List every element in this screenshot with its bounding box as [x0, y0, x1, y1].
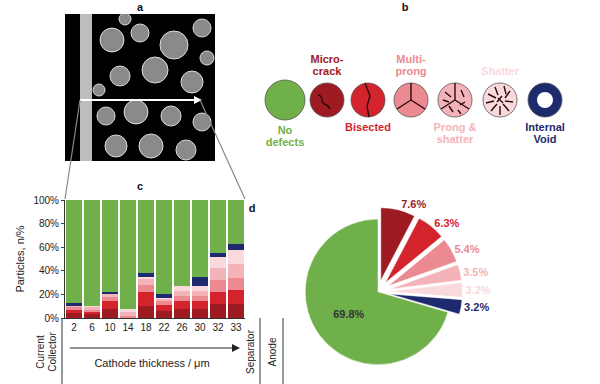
- svg-text:7.6%: 7.6%: [401, 198, 426, 210]
- svg-text:Particles, n/%: Particles, n/%: [14, 225, 26, 292]
- svg-text:26: 26: [176, 322, 188, 333]
- svg-text:20%: 20%: [39, 289, 59, 300]
- svg-text:6.3%: 6.3%: [434, 217, 459, 229]
- svg-text:Shatter: Shatter: [481, 65, 520, 77]
- svg-text:Cathode thickness / μm: Cathode thickness / μm: [94, 357, 209, 369]
- svg-text:6: 6: [89, 322, 95, 333]
- svg-text:22: 22: [158, 322, 170, 333]
- svg-text:d: d: [249, 202, 256, 214]
- svg-text:100%: 100%: [33, 195, 59, 206]
- svg-text:80%: 80%: [39, 218, 59, 229]
- svg-text:18: 18: [140, 322, 152, 333]
- svg-text:Prong &shatter: Prong &shatter: [434, 121, 477, 145]
- svg-text:2: 2: [71, 322, 77, 333]
- svg-text:b: b: [402, 1, 409, 13]
- svg-text:InternalVoid: InternalVoid: [525, 121, 565, 145]
- svg-text:Anode: Anode: [267, 337, 278, 366]
- svg-text:Bisected: Bisected: [345, 121, 391, 133]
- svg-text:Nodefects: Nodefects: [266, 124, 305, 148]
- svg-text:Separator: Separator: [245, 329, 256, 374]
- svg-text:3.2%: 3.2%: [464, 301, 489, 313]
- svg-text:Micro-crack: Micro-crack: [311, 53, 344, 77]
- svg-text:40%: 40%: [39, 265, 59, 276]
- svg-text:5.4%: 5.4%: [454, 243, 479, 255]
- svg-text:32: 32: [212, 322, 224, 333]
- svg-text:33: 33: [230, 322, 242, 333]
- svg-text:30: 30: [194, 322, 206, 333]
- svg-text:3.5%: 3.5%: [463, 266, 488, 278]
- svg-text:Multi-prong: Multi-prong: [395, 53, 426, 77]
- svg-text:60%: 60%: [39, 242, 59, 253]
- svg-text:14: 14: [122, 322, 134, 333]
- svg-text:10: 10: [104, 322, 116, 333]
- svg-text:a: a: [137, 1, 144, 13]
- svg-text:3.2%: 3.2%: [465, 284, 490, 296]
- svg-text:c: c: [137, 180, 143, 192]
- svg-text:69.8%: 69.8%: [333, 308, 364, 320]
- svg-text:CurrentCollector: CurrentCollector: [35, 332, 58, 372]
- svg-text:0%: 0%: [45, 313, 60, 324]
